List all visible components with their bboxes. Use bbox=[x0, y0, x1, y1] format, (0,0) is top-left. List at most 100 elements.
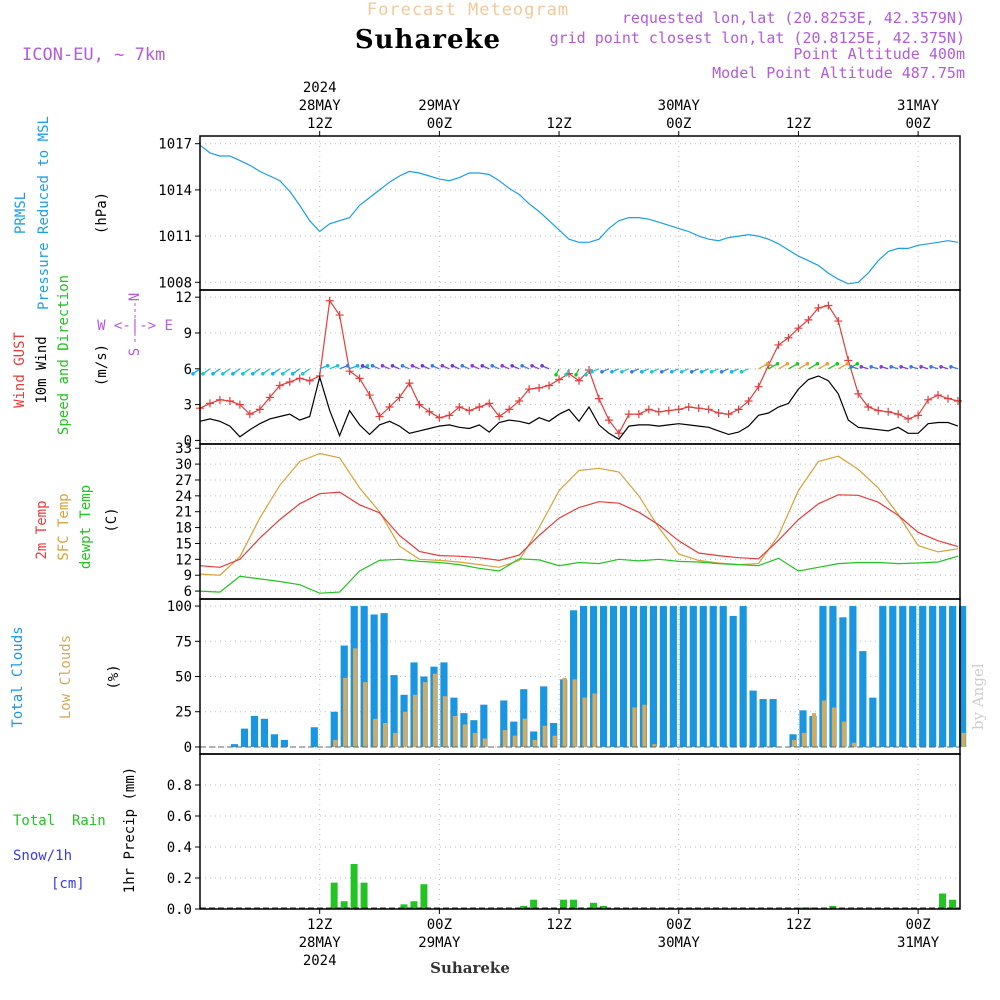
wind-panel: 0 3 6 9 12 bbox=[175, 290, 963, 449]
bottom-time-label: 28MAY bbox=[299, 935, 342, 951]
total-cloud-bar bbox=[739, 606, 747, 747]
top-time-label: 12Z bbox=[546, 116, 571, 132]
rain-bar bbox=[340, 901, 348, 909]
total-cloud-bar bbox=[839, 617, 847, 747]
total-cloud-bar bbox=[390, 675, 398, 747]
total-cloud-bar bbox=[669, 606, 677, 747]
rain-bar bbox=[599, 905, 607, 909]
wind-ytick-label: 0 bbox=[184, 433, 192, 449]
wind-dir-head bbox=[620, 369, 624, 374]
requested-coords: requested lon,lat (20.8253E, 42.3579N) bbox=[622, 9, 965, 27]
gust-point bbox=[824, 301, 833, 310]
total-cloud-bar bbox=[799, 710, 807, 747]
gust-point bbox=[375, 412, 384, 421]
temperature-ytick-label: 21 bbox=[175, 505, 192, 521]
wind-dir-head bbox=[729, 369, 734, 374]
low-cloud-bar bbox=[422, 682, 428, 747]
wind-dir-head bbox=[600, 369, 604, 374]
gust-point bbox=[724, 410, 733, 419]
gust-point bbox=[205, 399, 214, 408]
total-cloud-bar bbox=[689, 606, 697, 747]
wind-dir-head bbox=[689, 369, 694, 374]
wind-ytick-label: 12 bbox=[175, 290, 192, 306]
total-cloud-bar bbox=[270, 734, 278, 747]
bottom-time-label: 31MAY bbox=[897, 935, 940, 951]
total-cloud-bar bbox=[310, 727, 318, 747]
wind-dir-head bbox=[610, 369, 614, 374]
total-cloud-bar bbox=[819, 606, 827, 747]
sfc-temp-line bbox=[199, 452, 959, 576]
total-cloud-bar bbox=[759, 699, 767, 747]
low-cloud-bar bbox=[821, 700, 827, 747]
sfc-temp-label: SFC Temp bbox=[56, 493, 72, 560]
rain-bar bbox=[350, 864, 358, 909]
gust-point bbox=[654, 407, 663, 416]
gust-point bbox=[934, 391, 943, 400]
precip-ytick-label: 0.0 bbox=[167, 902, 192, 918]
total-cloud-bar bbox=[589, 606, 598, 747]
total-cloud-bar bbox=[260, 718, 269, 747]
wind-dir-head bbox=[554, 372, 558, 377]
wind-dir-head bbox=[400, 363, 405, 368]
pressure-ytick-label: 1017 bbox=[158, 137, 192, 153]
cloud-unit: (%) bbox=[106, 664, 122, 689]
pressure-unit: (hPa) bbox=[94, 192, 110, 234]
gust-point bbox=[864, 402, 873, 411]
wind-dir-head bbox=[765, 361, 770, 366]
bottom-time-label: 12Z bbox=[546, 917, 571, 933]
total-rain-label: Total Rain bbox=[13, 813, 106, 829]
wind-dir-head bbox=[510, 363, 514, 368]
wind-dir-head bbox=[855, 361, 860, 366]
total-cloud-bar bbox=[230, 744, 239, 747]
compass-s: S bbox=[127, 348, 143, 356]
clouds-ytick-label: 0 bbox=[184, 740, 192, 756]
low-cloud-bar bbox=[642, 704, 647, 747]
pressure-panel: 1008 1011 1014 1017 bbox=[158, 136, 960, 291]
wind-dir-head bbox=[280, 371, 285, 376]
rain-bar bbox=[799, 907, 807, 909]
gust-line bbox=[199, 299, 959, 435]
total-cloud-bar bbox=[769, 699, 777, 747]
time-axis: 2024 28MAY 12Z 29MAY 00Z 12Z 30MAY 00Z 12Z 31MAY 0… bbox=[299, 80, 940, 969]
location-title: Suhareke bbox=[355, 25, 501, 55]
top-time-label: 28MAY bbox=[299, 98, 342, 114]
top-time-label: 00Z bbox=[666, 116, 691, 132]
low-cloud-bar bbox=[801, 732, 807, 747]
wind-dir-head bbox=[370, 363, 375, 368]
temperature-ytick-label: 6 bbox=[184, 584, 192, 600]
wind-dir-head bbox=[480, 363, 485, 368]
pressure-ytick-label: 1011 bbox=[158, 229, 192, 245]
top-time-label: 00Z bbox=[427, 116, 452, 132]
wind-dir-head bbox=[191, 371, 195, 376]
low-cloud-bar bbox=[333, 739, 338, 747]
total-cloud-bar bbox=[500, 700, 508, 747]
bottom-time-label: 00Z bbox=[666, 917, 691, 933]
total-cloud-bar bbox=[909, 606, 917, 747]
wind-dir-head bbox=[805, 361, 810, 366]
low-cloud-bar bbox=[502, 730, 507, 747]
gust-point bbox=[594, 394, 603, 403]
gust-point bbox=[884, 407, 893, 416]
model-altitude: Model Point Altitude 487.75m bbox=[712, 64, 965, 82]
low-cloud-bar bbox=[961, 732, 966, 747]
gust-point bbox=[495, 412, 504, 421]
total-cloud-bar bbox=[520, 689, 528, 747]
rain-bar bbox=[520, 905, 528, 909]
gust-point bbox=[425, 407, 434, 416]
gust-point bbox=[515, 397, 524, 406]
wind-dir-head bbox=[795, 361, 800, 366]
wind-unit: (m/s) bbox=[94, 344, 110, 386]
wind-dir-head bbox=[440, 363, 445, 368]
total-cloud-bar bbox=[749, 690, 757, 747]
rain-bar bbox=[400, 904, 408, 909]
low-clouds-label: Low Clouds bbox=[58, 635, 74, 719]
wind-dir-head bbox=[630, 369, 634, 374]
wind-dir-head bbox=[835, 361, 840, 366]
gust-point bbox=[475, 402, 484, 411]
top-time-label: 00Z bbox=[905, 116, 930, 132]
total-cloud-bar bbox=[879, 606, 887, 747]
rain-bar bbox=[410, 901, 418, 909]
temperature-ytick-label: 33 bbox=[175, 441, 192, 457]
